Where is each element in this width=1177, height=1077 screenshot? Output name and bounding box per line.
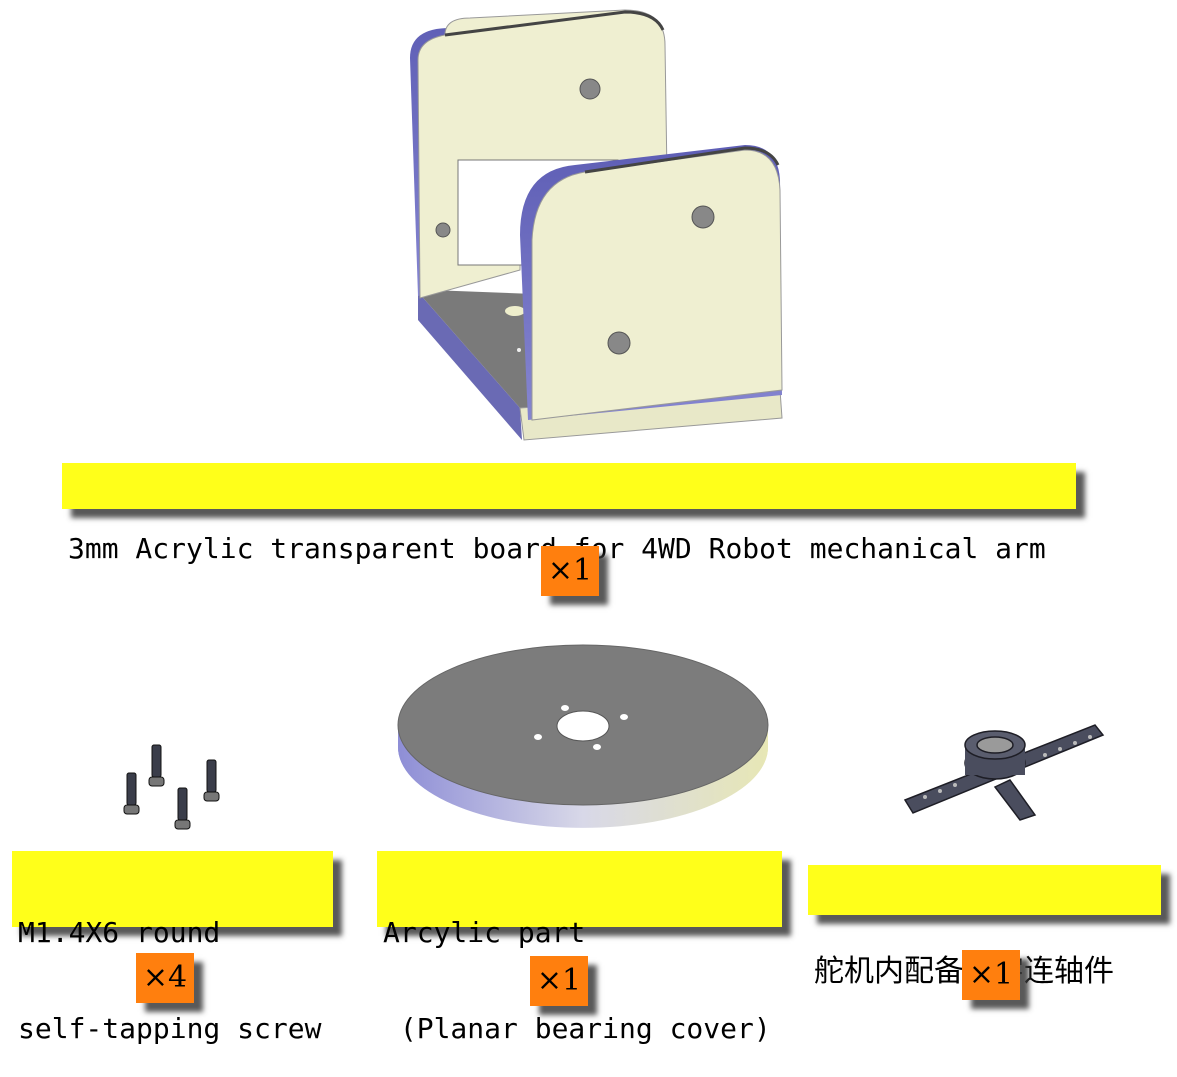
bearing-cover-disc-icon	[397, 644, 769, 828]
label-line: (Planar bearing cover)	[383, 1012, 771, 1045]
servo-cross-horn-icon	[903, 724, 1105, 821]
label-line: self-tapping screw	[18, 1012, 322, 1045]
part-label-servo-horn: 舵机内配备十字连轴件	[808, 865, 1161, 989]
quantity-badge-acrylic-board: ×1	[541, 546, 599, 596]
acrylic-u-bracket-icon	[410, 9, 783, 441]
quantity-badge-servo-horn: ×1	[962, 950, 1020, 1000]
part-label-acrylic-board: 3mm Acrylic transparent board for 4WD Ro…	[62, 463, 1076, 565]
label-line: Arcylic part	[383, 916, 586, 949]
part-label-bearing-cover: Arcylic part (Planar bearing cover)	[377, 851, 782, 1045]
quantity-badge-screw: ×4	[136, 953, 194, 1003]
part-label-screw: M1.4X6 round self-tapping screw	[12, 851, 333, 1045]
label-line: M1.4X6 round	[18, 916, 221, 949]
label-line: 3mm Acrylic transparent board for 4WD Ro…	[68, 532, 1046, 565]
quantity-badge-bearing-cover: ×1	[530, 956, 588, 1006]
screw-icon	[123, 744, 220, 830]
